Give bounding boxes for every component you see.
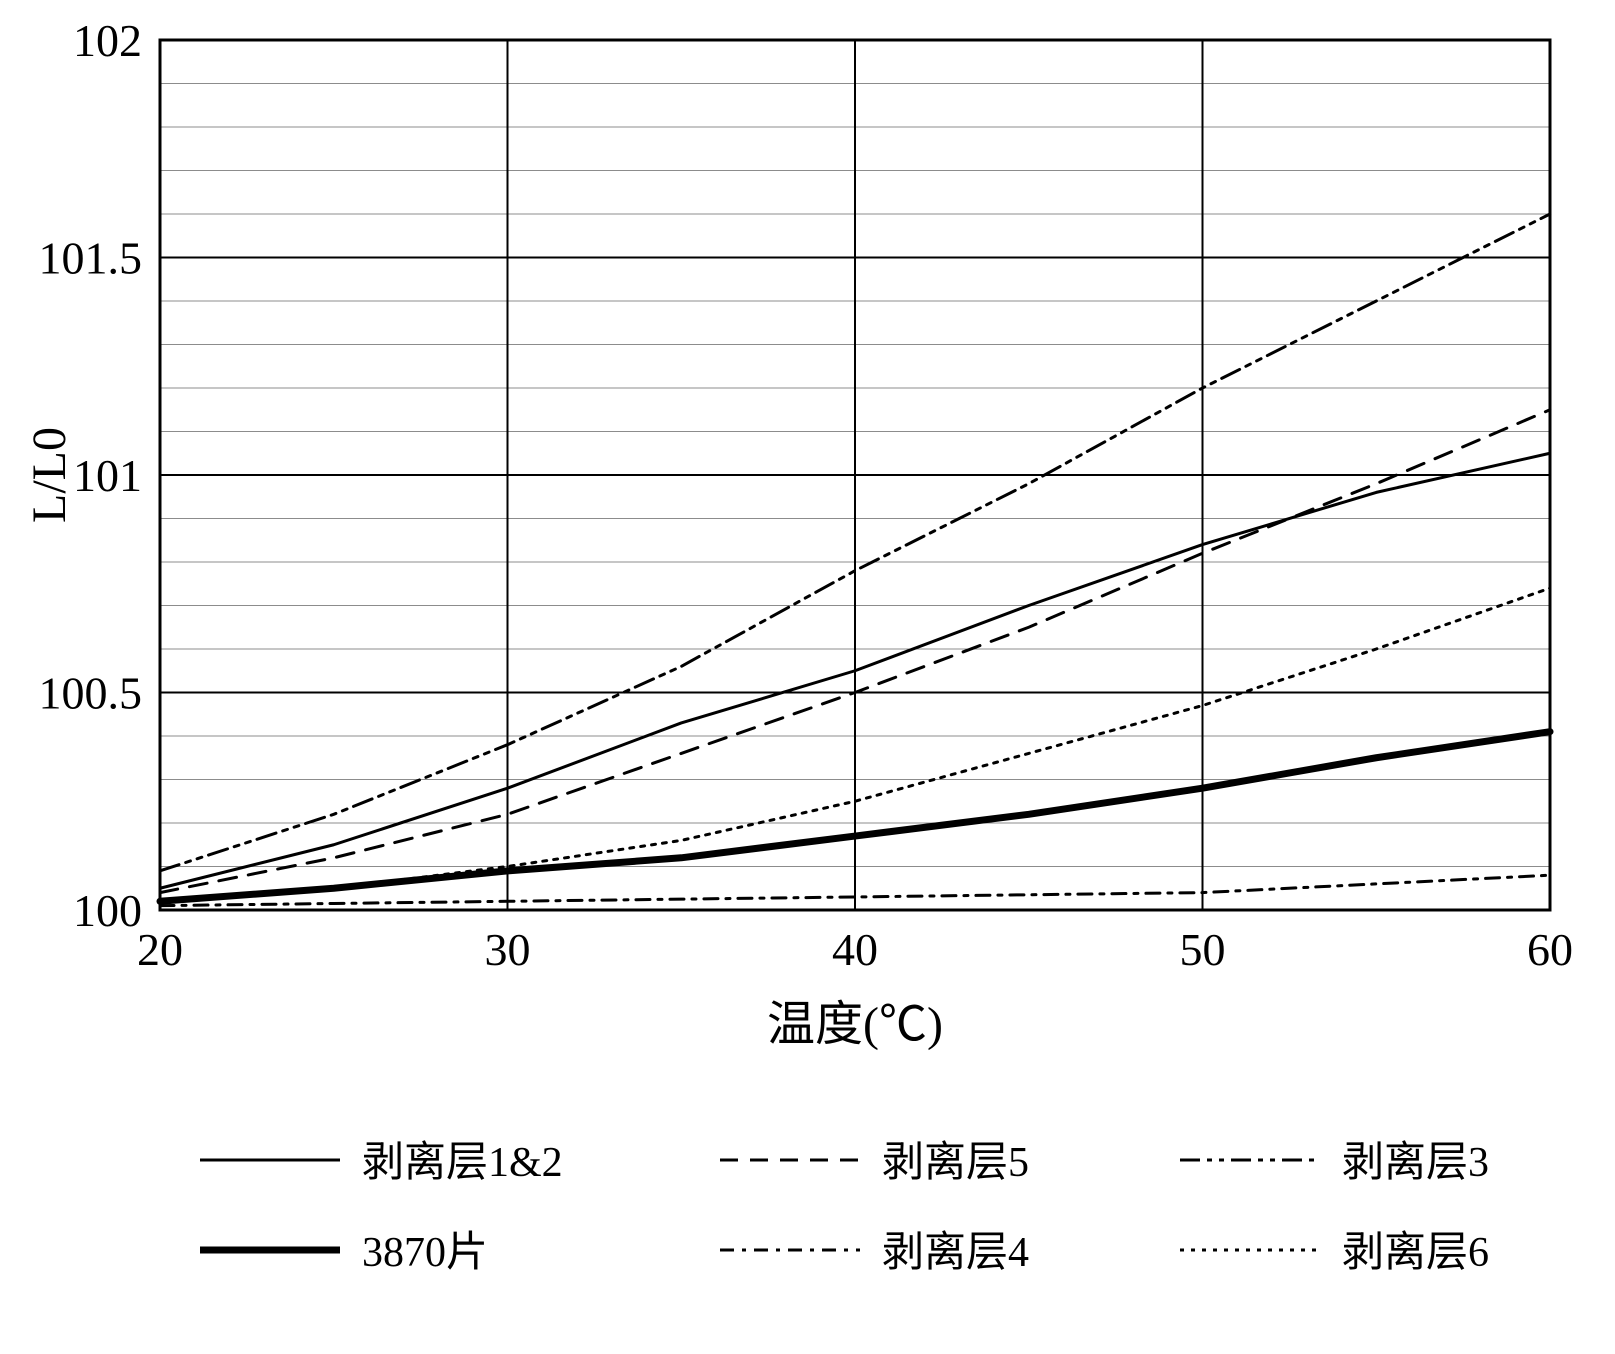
line-chart: 20 30 40 50 60 100 100.5 101 101.5 102 温度(℃) L/L0 剥离… (20, 20, 1595, 1334)
y-tick-label: 102 (73, 20, 142, 66)
legend-label-s3870: 3870片 (362, 1230, 488, 1276)
x-tick-label: 50 (1180, 924, 1226, 975)
x-tick-label: 30 (485, 924, 531, 975)
y-tick-label: 100 (73, 885, 142, 936)
x-tick-label: 60 (1527, 924, 1573, 975)
y-axis-label: L/L0 (23, 427, 76, 523)
legend-label-s1_2: 剥离层1&2 (362, 1139, 563, 1186)
y-tick-label: 101 (73, 450, 142, 501)
legend-label-s3: 剥离层3 (1342, 1139, 1489, 1186)
legend-label-s4: 剥离层4 (882, 1229, 1029, 1276)
legend-label-s6: 剥离层6 (1342, 1229, 1489, 1276)
chart-container: 20 30 40 50 60 100 100.5 101 101.5 102 温度(℃) L/L0 剥离… (20, 20, 1595, 1334)
x-tick-label: 20 (137, 924, 183, 975)
x-tick-label: 40 (832, 924, 878, 975)
y-tick-label: 100.5 (39, 668, 143, 719)
x-axis-label: 温度(℃) (767, 998, 943, 1051)
y-tick-label: 101.5 (39, 233, 143, 284)
legend-label-s5: 剥离层5 (882, 1139, 1029, 1186)
